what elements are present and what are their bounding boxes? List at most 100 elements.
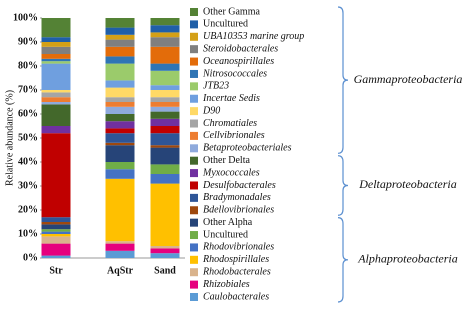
bar-segment [41,243,71,256]
legend-label: Rhodovibrionales [202,242,274,253]
bar-segment [150,97,180,102]
legend-swatch [190,107,198,116]
group-brace [337,6,349,154]
legend-label: Rhodospirillales [202,254,269,265]
bar-segment [150,32,180,38]
legend-label: Myxococcales [202,167,260,178]
x-tick-label: Str [49,265,63,276]
legend-label: UBA10353 marine group [203,31,304,42]
bar-segment [41,126,71,134]
legend-swatch [190,156,198,165]
bar-segment [150,118,180,126]
bar-segment [41,97,71,102]
bar-segment [41,133,71,218]
bar-segment [105,145,135,162]
legend-swatch [190,131,198,140]
y-tick-label: 90% [18,36,38,47]
legend-label: Bradymonadales [203,192,271,203]
legend-label: Chromatiales [203,118,257,129]
legend-swatch [190,193,198,202]
legend-swatch [190,45,198,54]
legend-swatch [190,206,198,215]
legend-label: Other Gamma [203,6,260,17]
y-tick-label: 10% [18,228,38,239]
legend-label: D90 [202,105,220,116]
bar-segment [41,18,71,38]
legend-swatch [190,268,198,277]
bar-segment [105,121,135,129]
bar-segment [105,34,135,40]
legend-swatch [190,169,198,178]
bar-segment [150,111,180,119]
bar-segment [41,90,71,93]
bar-segment [150,253,180,258]
bar-segment [105,133,135,143]
bar-segment [150,63,180,71]
bar-segment [41,231,71,234]
y-tick-label: 0% [23,252,38,263]
group-brace [337,217,349,303]
bar-segment [105,80,135,88]
legend-swatch [190,57,198,66]
legend-swatch [190,255,198,264]
bar-segment [150,46,180,64]
legend-label: Steroidobacterales [203,43,278,54]
bar-segment [105,39,135,47]
bar-segment [105,243,135,251]
legend-swatch [190,280,198,289]
bar-segment [105,97,135,102]
legend-label: Other Delta [203,155,250,166]
bar-segment [105,128,135,134]
group-brace [337,155,349,216]
bar-segment [41,229,71,232]
bar-segment [105,63,135,81]
bar-segment [41,46,71,54]
bar-segment [105,56,135,64]
bar-segment [41,222,71,225]
legend-swatch [190,69,198,78]
bar-segment [105,27,135,35]
y-tick-label: 60% [18,108,38,119]
legend-label: Other Alpha [203,217,253,228]
y-tick-label: 30% [18,180,38,191]
legend-label: Bdellovibrionales [203,205,274,216]
bar-segment [150,85,180,90]
bar-segment [105,106,135,114]
legend-swatch [190,231,198,240]
y-tick-label: 40% [18,156,38,167]
legend-swatch [190,94,198,103]
bar-segment [150,106,180,112]
bar-segment [105,102,135,107]
bar-segment [150,133,180,146]
group-label: Deltaproteobacteria [358,177,457,191]
bar-segment [150,25,180,33]
bar-segment [150,183,180,246]
legend-label: Incertae Sedis [202,93,260,104]
bar-segment [150,147,180,165]
y-tick-label: 20% [18,204,38,215]
legend-label: Rhizobiales [202,279,250,290]
legend-label: Nitrosococcales [202,68,267,79]
bar-segment [41,236,71,244]
bar-segment [105,162,135,170]
bar-segment [41,224,71,230]
legend-label: Uncultured [203,19,248,30]
bar-segment [41,217,71,222]
y-tick-label: 50% [18,132,38,143]
bar-segment [150,70,180,86]
y-tick-label: 70% [18,84,38,95]
bar-segment [41,234,71,237]
bar-segment [105,250,135,258]
legend-swatch [190,181,198,190]
legend-swatch [190,293,198,301]
bar-segment [41,37,71,42]
y-axis-label: Relative abundance (%) [4,90,15,186]
bar-segment [150,37,180,47]
legend-swatch [190,82,198,91]
bar-segment [150,90,180,98]
bar-segment [105,169,135,179]
bar-segment [41,42,71,47]
bar-segment [105,241,135,244]
bar-segment [150,246,180,249]
